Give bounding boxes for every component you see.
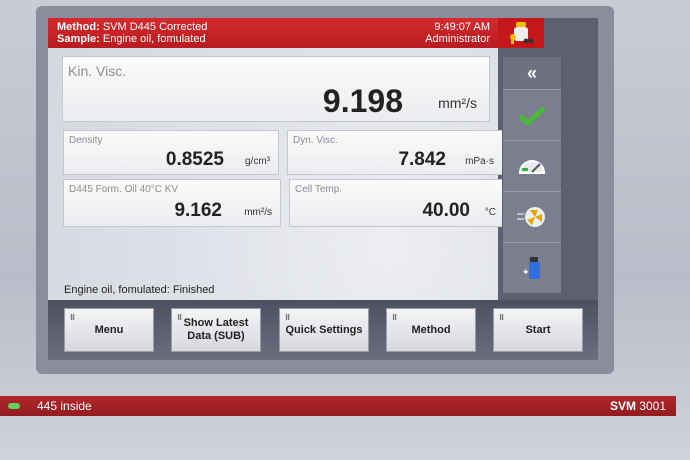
user-icon	[510, 22, 534, 44]
device-status-strip: 445 inside SVM 3001	[0, 396, 676, 416]
gauge-icon	[518, 160, 546, 174]
method-label: Method:	[57, 21, 100, 33]
gauge-button[interactable]	[503, 140, 561, 191]
kin-visc-box: Kin. Visc. 9.198 mm²/s	[62, 56, 490, 122]
method-button-label: Method	[411, 323, 451, 336]
check-icon	[518, 106, 546, 126]
model-number: 3001	[639, 399, 666, 413]
collapse-button[interactable]: «	[503, 57, 561, 89]
quick-settings-label: Quick Settings	[285, 323, 363, 336]
d445-label: D445 Form. Oil 40°C KV	[69, 184, 179, 195]
double-chevron-left-icon: «	[526, 62, 537, 83]
device-status-text: 445 inside	[37, 399, 92, 413]
kin-visc-unit: mm²/s	[438, 95, 477, 111]
results-panel: Kin. Visc. 9.198 mm²/s Density 0.8525 g/…	[48, 48, 514, 309]
kin-visc-value: 9.198	[322, 83, 403, 119]
user-name: Administrator	[425, 33, 490, 45]
cleaning-button[interactable]: ✦	[503, 242, 561, 293]
fan-button[interactable]	[503, 191, 561, 242]
status-text: Engine oil, fomulated: Finished	[64, 284, 215, 296]
method-value: SVM D445 Corrected	[102, 21, 208, 33]
density-value: 0.8525	[165, 149, 224, 170]
cell-temp-value: 40.00	[422, 200, 470, 221]
header-bar: Method: SVM D445 Corrected Sample: Engin…	[48, 18, 498, 48]
density-unit: g/cm³	[245, 156, 270, 167]
start-button-label: Start	[525, 323, 551, 336]
sample-value: Engine oil, fomulated	[102, 33, 206, 45]
spray-bottle-icon: ✦	[522, 257, 540, 279]
model-name: SVM 3001	[610, 399, 666, 413]
svg-text:✦: ✦	[522, 267, 530, 277]
grid-icon: ⠿	[70, 315, 75, 322]
method-button[interactable]: ⠿ Method	[386, 308, 476, 352]
dyn-visc-label: Dyn. Visc.	[293, 135, 338, 146]
grid-icon: ⠿	[499, 315, 504, 322]
show-latest-data-label: Show Latest Data (SUB)	[183, 317, 249, 342]
menu-button[interactable]: ⠿ Menu	[64, 308, 154, 352]
touch-screen: Method: SVM D445 Corrected Sample: Engin…	[48, 18, 598, 360]
show-latest-data-button[interactable]: ⠿ Show Latest Data (SUB)	[171, 308, 261, 352]
status-led	[8, 403, 20, 409]
function-key-bar: ⠿ Menu ⠿ Show Latest Data (SUB) ⠿ Quick Set…	[48, 300, 598, 360]
density-box: Density 0.8525 g/cm³	[63, 130, 279, 175]
fan-icon	[517, 207, 545, 227]
grid-icon: ⠿	[285, 315, 290, 322]
d445-unit: mm²/s	[244, 207, 272, 218]
quick-settings-button[interactable]: ⠿ Quick Settings	[279, 308, 369, 352]
start-button[interactable]: ⠿ Start	[493, 308, 583, 352]
user-login-button[interactable]	[498, 18, 544, 48]
cell-temp-box: Cell Temp. 40.00 °C	[289, 179, 505, 227]
cell-temp-unit: °C	[484, 207, 496, 218]
clock: 9:49:07 AM	[434, 21, 490, 33]
kin-visc-label: Kin. Visc.	[68, 63, 127, 79]
density-label: Density	[69, 135, 103, 146]
grid-icon: ⠿	[392, 315, 397, 322]
dyn-visc-unit: mPa·s	[465, 156, 494, 167]
check-button[interactable]	[503, 89, 561, 140]
dyn-visc-value: 7.842	[398, 149, 446, 170]
model-brand: SVM	[609, 399, 636, 413]
sample-label: Sample:	[57, 33, 100, 45]
cell-temp-label: Cell Temp.	[295, 184, 343, 195]
menu-button-label: Menu	[94, 323, 124, 336]
d445-value: 9.162	[174, 200, 222, 221]
grid-icon: ⠿	[177, 315, 182, 322]
side-toolbar: « ✦	[502, 56, 562, 294]
dyn-visc-box: Dyn. Visc. 7.842 mPa·s	[287, 130, 505, 175]
d445-box: D445 Form. Oil 40°C KV 9.162 mm²/s	[63, 179, 281, 227]
